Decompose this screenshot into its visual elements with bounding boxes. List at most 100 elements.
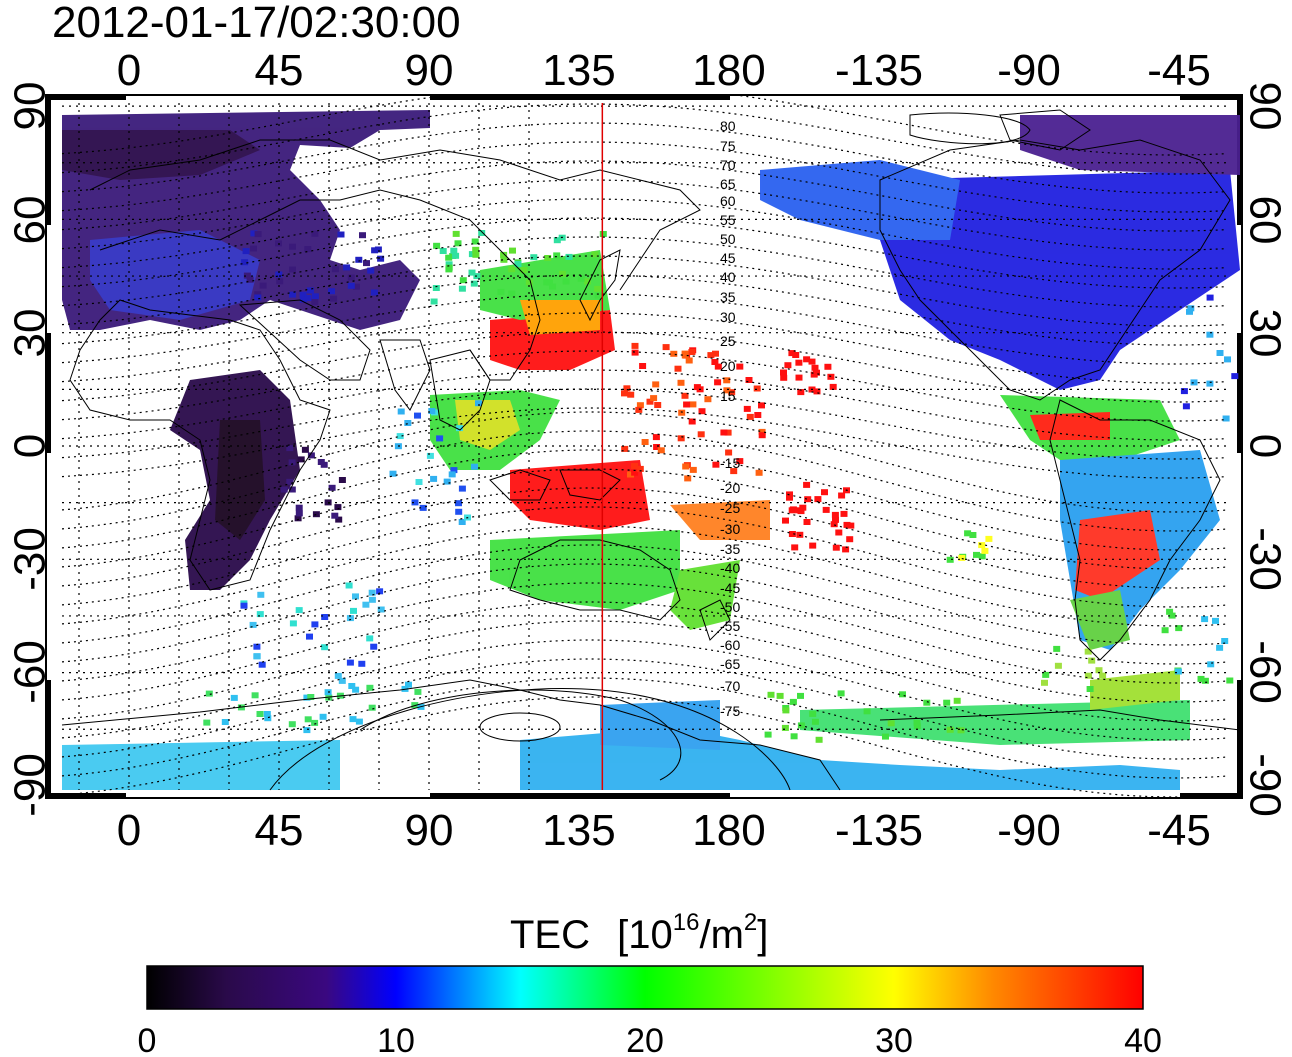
maglat-label: -40 bbox=[720, 560, 740, 576]
tec-pixel bbox=[1086, 686, 1094, 692]
tec-pixel bbox=[743, 405, 751, 412]
tec-pixel bbox=[367, 267, 375, 274]
maglat-label: 80 bbox=[720, 118, 736, 134]
tec-pixel bbox=[366, 684, 374, 691]
tec-region-china-y bbox=[520, 300, 600, 335]
tec-pixel bbox=[842, 546, 850, 553]
tec-pixel bbox=[259, 282, 267, 289]
tec-pixel bbox=[790, 733, 798, 740]
maglat-label: -45 bbox=[720, 580, 740, 596]
tec-pixel bbox=[797, 692, 804, 699]
tec-region-northamerica-top bbox=[760, 160, 960, 240]
frame-edge-bars bbox=[46, 95, 1242, 798]
tec-pixel bbox=[621, 445, 629, 452]
tec-pixel bbox=[497, 288, 505, 295]
tec-pixel bbox=[789, 506, 797, 513]
tec-pixel bbox=[295, 510, 303, 517]
tec-pixel bbox=[599, 231, 607, 237]
tec-pixel bbox=[414, 688, 422, 695]
tec-pixel bbox=[415, 479, 423, 485]
tec-pixel bbox=[788, 531, 796, 537]
tec-pixel bbox=[631, 469, 639, 476]
tec-pixel bbox=[631, 349, 639, 356]
tec-pixel bbox=[311, 299, 319, 306]
tec-pixel bbox=[350, 607, 357, 614]
tec-pixel bbox=[1084, 648, 1092, 655]
tec-pixel bbox=[289, 291, 296, 298]
tec-pixel bbox=[1088, 657, 1096, 664]
tec-pixel bbox=[311, 293, 319, 300]
tec-pixel bbox=[681, 350, 689, 357]
tec-pixel bbox=[280, 486, 288, 493]
tec-pixel bbox=[821, 489, 828, 496]
tec-pixel bbox=[458, 485, 466, 492]
tec-pixel bbox=[720, 429, 728, 436]
lat-tick-label: 60 bbox=[6, 196, 55, 245]
tec-pixel bbox=[448, 471, 456, 478]
tec-pixel bbox=[1168, 612, 1176, 619]
tec-pixel bbox=[221, 719, 229, 725]
tec-pixel bbox=[303, 727, 311, 734]
tec-pixel bbox=[352, 283, 360, 290]
tec-pixel bbox=[958, 554, 966, 561]
tec-pixel bbox=[304, 716, 312, 723]
tec-pixel bbox=[822, 506, 830, 513]
tec-pixel bbox=[471, 463, 478, 470]
tec-pixel bbox=[289, 266, 296, 273]
tec-pixel bbox=[795, 359, 803, 366]
tec-pixel bbox=[450, 247, 458, 254]
tec-pixel bbox=[1053, 645, 1061, 652]
tec-pixel bbox=[745, 377, 753, 383]
tec-pixel bbox=[684, 475, 692, 482]
lon-tick-label: 135 bbox=[542, 806, 615, 855]
tec-pixel bbox=[203, 719, 211, 726]
maglat-label: -60 bbox=[720, 637, 740, 653]
colorbar bbox=[146, 965, 1144, 1010]
tec-pixel bbox=[978, 553, 986, 560]
tec-pixel bbox=[355, 718, 363, 725]
tec-pixel bbox=[371, 247, 379, 254]
tec-pixel bbox=[786, 494, 793, 501]
tec-pixel bbox=[946, 726, 954, 733]
lon-tick-label: 90 bbox=[405, 806, 454, 855]
tec-pixel bbox=[682, 463, 690, 470]
tec-pixel bbox=[335, 516, 343, 523]
maglat-label: -30 bbox=[720, 521, 740, 537]
tec-pixel bbox=[627, 391, 635, 398]
tec-pixel bbox=[781, 724, 789, 731]
tec-pixel bbox=[837, 690, 845, 697]
tec-pixel bbox=[957, 727, 965, 734]
maglat-label: 25 bbox=[720, 333, 736, 349]
tec-pixel bbox=[913, 719, 921, 726]
colorbar-ticks: 0 10 20 30 40 bbox=[138, 1022, 1162, 1057]
tec-pixel bbox=[1201, 616, 1209, 623]
lat-tick-label: -60 bbox=[1241, 640, 1290, 704]
maglat-label: -75 bbox=[720, 703, 740, 719]
tec-pixel bbox=[358, 660, 366, 667]
maglat-contours bbox=[61, 95, 1227, 798]
tec-pixel bbox=[366, 635, 374, 642]
lat-tick-label: -60 bbox=[6, 640, 55, 704]
tec-pixel bbox=[299, 291, 307, 298]
tec-pixel bbox=[677, 435, 685, 442]
tec-pixel bbox=[678, 409, 686, 416]
colorbar-unit-base: 10 bbox=[628, 913, 673, 957]
tec-pixel bbox=[657, 447, 665, 454]
tec-pixel bbox=[1197, 675, 1205, 682]
tec-pixel bbox=[445, 261, 453, 268]
maglat-label: -55 bbox=[720, 618, 740, 634]
tec-pixel bbox=[791, 544, 799, 551]
tec-pixel bbox=[254, 294, 262, 301]
lon-tick-label: 180 bbox=[692, 46, 765, 95]
tec-pixel bbox=[594, 285, 602, 292]
tec-pixel bbox=[553, 252, 561, 259]
tec-pixel bbox=[276, 278, 284, 285]
tec-pixel bbox=[973, 551, 980, 558]
tec-pixel bbox=[311, 719, 319, 726]
tec-pixel bbox=[689, 401, 697, 408]
tec-pixel bbox=[693, 384, 701, 391]
tec-pixel bbox=[377, 606, 385, 613]
left-lat-axis: 90 60 30 0 -30 -60 -90 bbox=[6, 82, 55, 817]
tec-pixel bbox=[405, 681, 412, 688]
